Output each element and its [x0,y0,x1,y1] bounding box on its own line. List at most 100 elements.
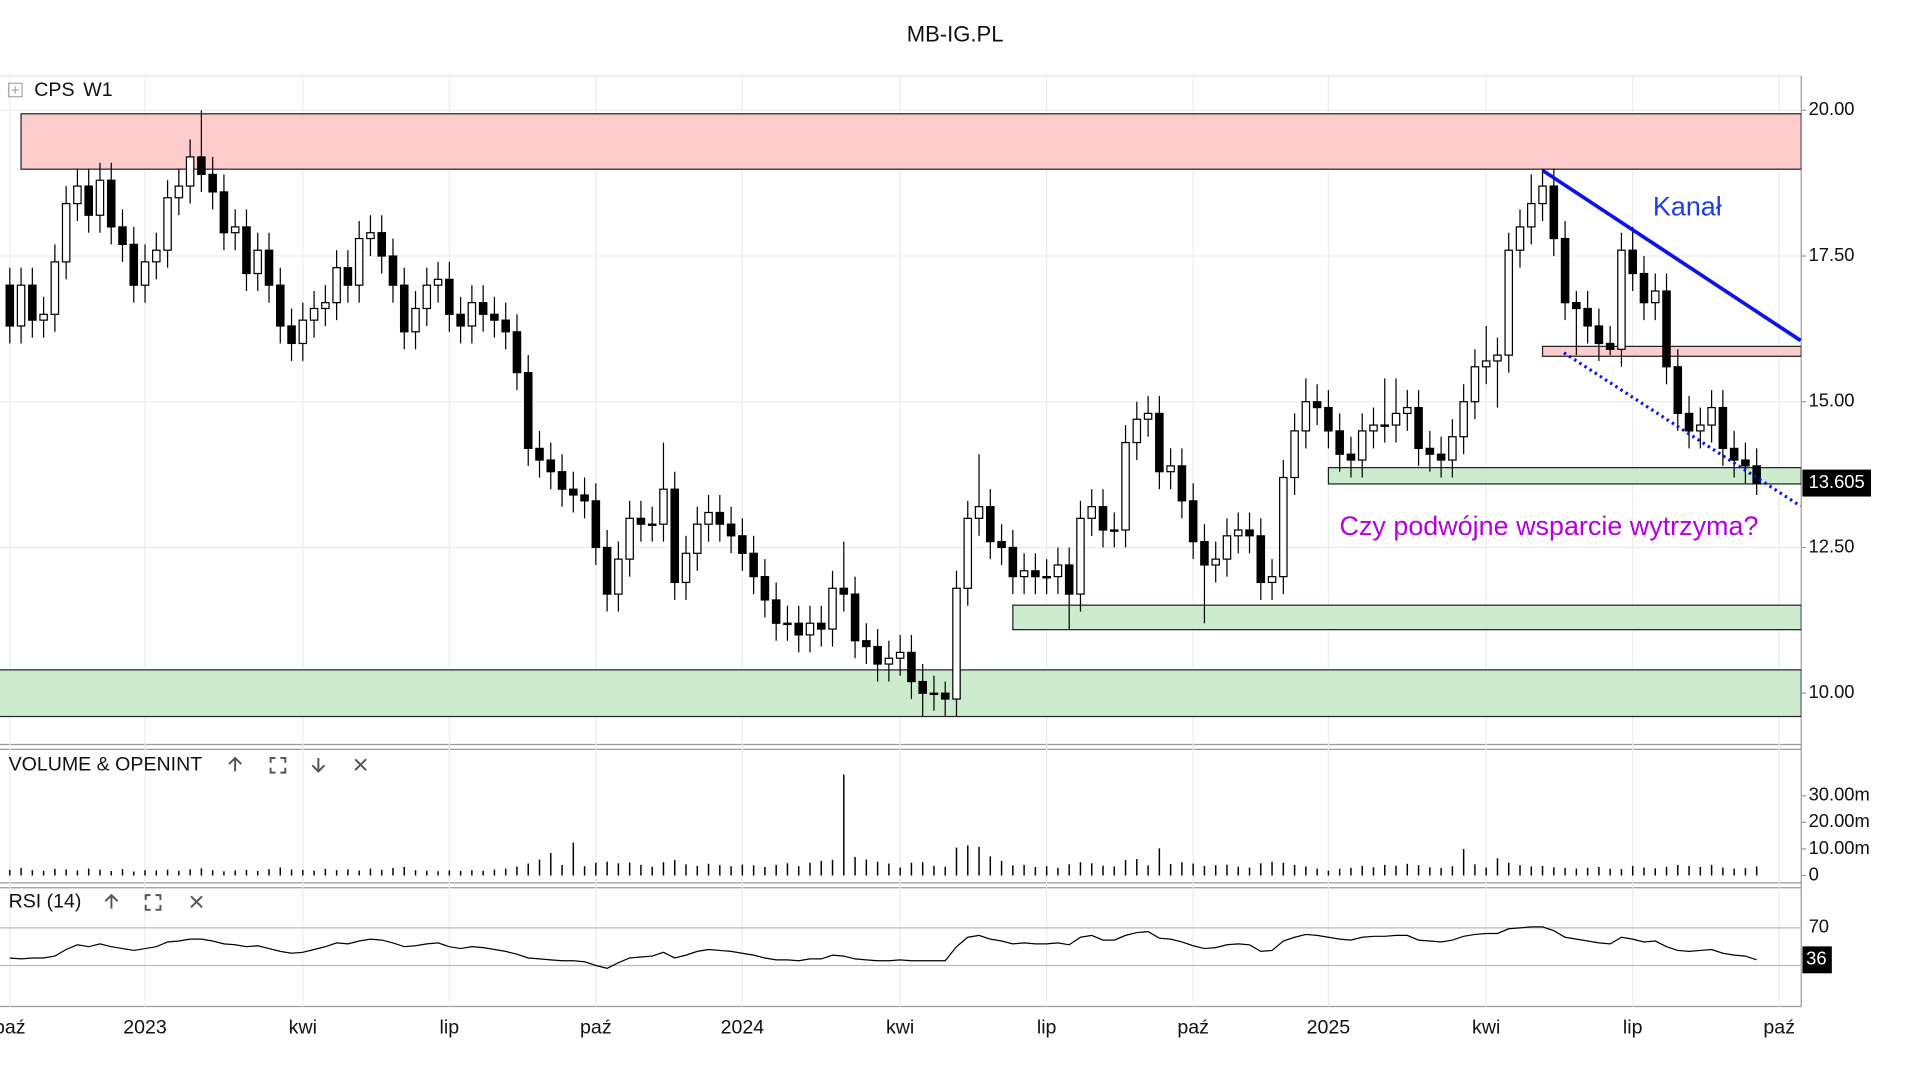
candle-body [478,302,488,315]
candle-body [1459,401,1468,438]
candle-body [1031,570,1040,578]
candle-body [1222,535,1232,560]
candle-body [895,651,905,659]
candle-body [275,284,285,327]
candle-body [602,546,612,595]
candle-body [1448,436,1457,461]
y-tick-label: 70 [1809,916,1829,937]
candle-body [61,202,71,263]
candle-body [760,576,770,601]
rsi-last-label: 36 [1806,948,1826,969]
candle-body [1526,202,1536,228]
candle-body [918,680,927,694]
candle-body [287,325,296,345]
candle-body [422,284,432,310]
candle-body [1245,529,1254,537]
volume-header: VOLUME & OPENINT [9,753,367,775]
rsi-last-box [1802,946,1832,974]
last-price-box [1802,469,1872,497]
y-tick-label: 30.00m [1809,784,1870,805]
candle-body [39,313,48,321]
candle-body [332,267,341,304]
close-icon[interactable] [190,895,203,909]
candle-body [1628,249,1637,275]
candle-body [118,226,127,245]
candle-body [219,191,229,234]
candle-body [1087,506,1097,519]
candle-body [1008,546,1018,578]
x-tick-label: lip [440,1017,460,1039]
candle-body [1436,453,1446,461]
zone [20,113,1802,170]
zone [1541,345,1802,357]
candle-body [185,156,195,187]
x-tick-label: paź [1763,1017,1795,1039]
candle-body [106,179,116,228]
x-tick-label: 2023 [123,1017,167,1039]
maximize-icon[interactable] [269,756,287,774]
candle-body [997,541,1006,549]
candle-body [230,226,240,234]
candle-body [839,587,849,595]
maximize-icon[interactable] [144,894,162,911]
candle-body [84,185,93,216]
candle-body [1324,406,1333,432]
candle-body [1076,517,1085,595]
candle-body [163,197,172,251]
candle-body [726,523,736,537]
candle-body [95,179,105,216]
candle-body [614,558,623,595]
candle-body [343,267,353,286]
candle-body [1560,237,1570,304]
candle-body [1481,360,1491,368]
candle-body [862,640,871,648]
candle-body [963,517,973,589]
candle-body [399,284,409,333]
candle-body [659,488,668,525]
expand-icon[interactable] [7,82,23,98]
labels: paź 2023 kwi lip paź 2024 kwi lip paź 2025 kwi lip p… [0,98,1872,1039]
y-tick-label: 20.00 [1809,98,1855,119]
candle-body [433,278,443,286]
candle-body [140,261,150,286]
candle-body [1684,412,1694,432]
move-up-icon[interactable] [228,756,242,772]
candle-body [1391,412,1401,426]
candle-body [636,517,646,525]
candle-body [1662,290,1671,368]
trendlines [1541,168,1802,508]
candle-body [1572,302,1581,310]
candle-body [1143,412,1153,420]
candle-body [1504,249,1514,356]
trendline [1541,168,1802,343]
candle-body [670,488,680,584]
candle-body [197,156,206,176]
candle-body [1121,441,1130,531]
candle-body [580,494,589,502]
candle-body [1109,529,1119,532]
move-down-icon[interactable] [311,757,326,773]
candle-body [298,319,308,345]
candle-body [591,500,601,549]
candle-body [738,535,747,554]
candle-body [1166,465,1175,473]
x-tick-label: kwi [1472,1017,1500,1039]
candle-body [28,284,37,321]
candle-body [1470,366,1480,403]
volume-panel: 0 10.00m 20.00m 30.00m [9,774,1870,884]
candle-body [816,622,826,630]
rsi-header: RSI (14) [9,891,203,913]
last-price-label: 13.605 [1809,471,1865,492]
candle-body [1617,249,1626,350]
volume-title: VOLUME & OPENINT [9,753,203,775]
move-up-icon[interactable] [104,893,119,909]
candle-body [264,249,274,286]
x-tick-label: paź [1177,1017,1209,1039]
candle-body [546,459,556,473]
candle-body [456,313,465,327]
candle-body [1729,447,1739,461]
x-tick-label: lip [1037,1017,1057,1039]
close-icon[interactable] [354,758,367,771]
zones [0,113,1802,718]
